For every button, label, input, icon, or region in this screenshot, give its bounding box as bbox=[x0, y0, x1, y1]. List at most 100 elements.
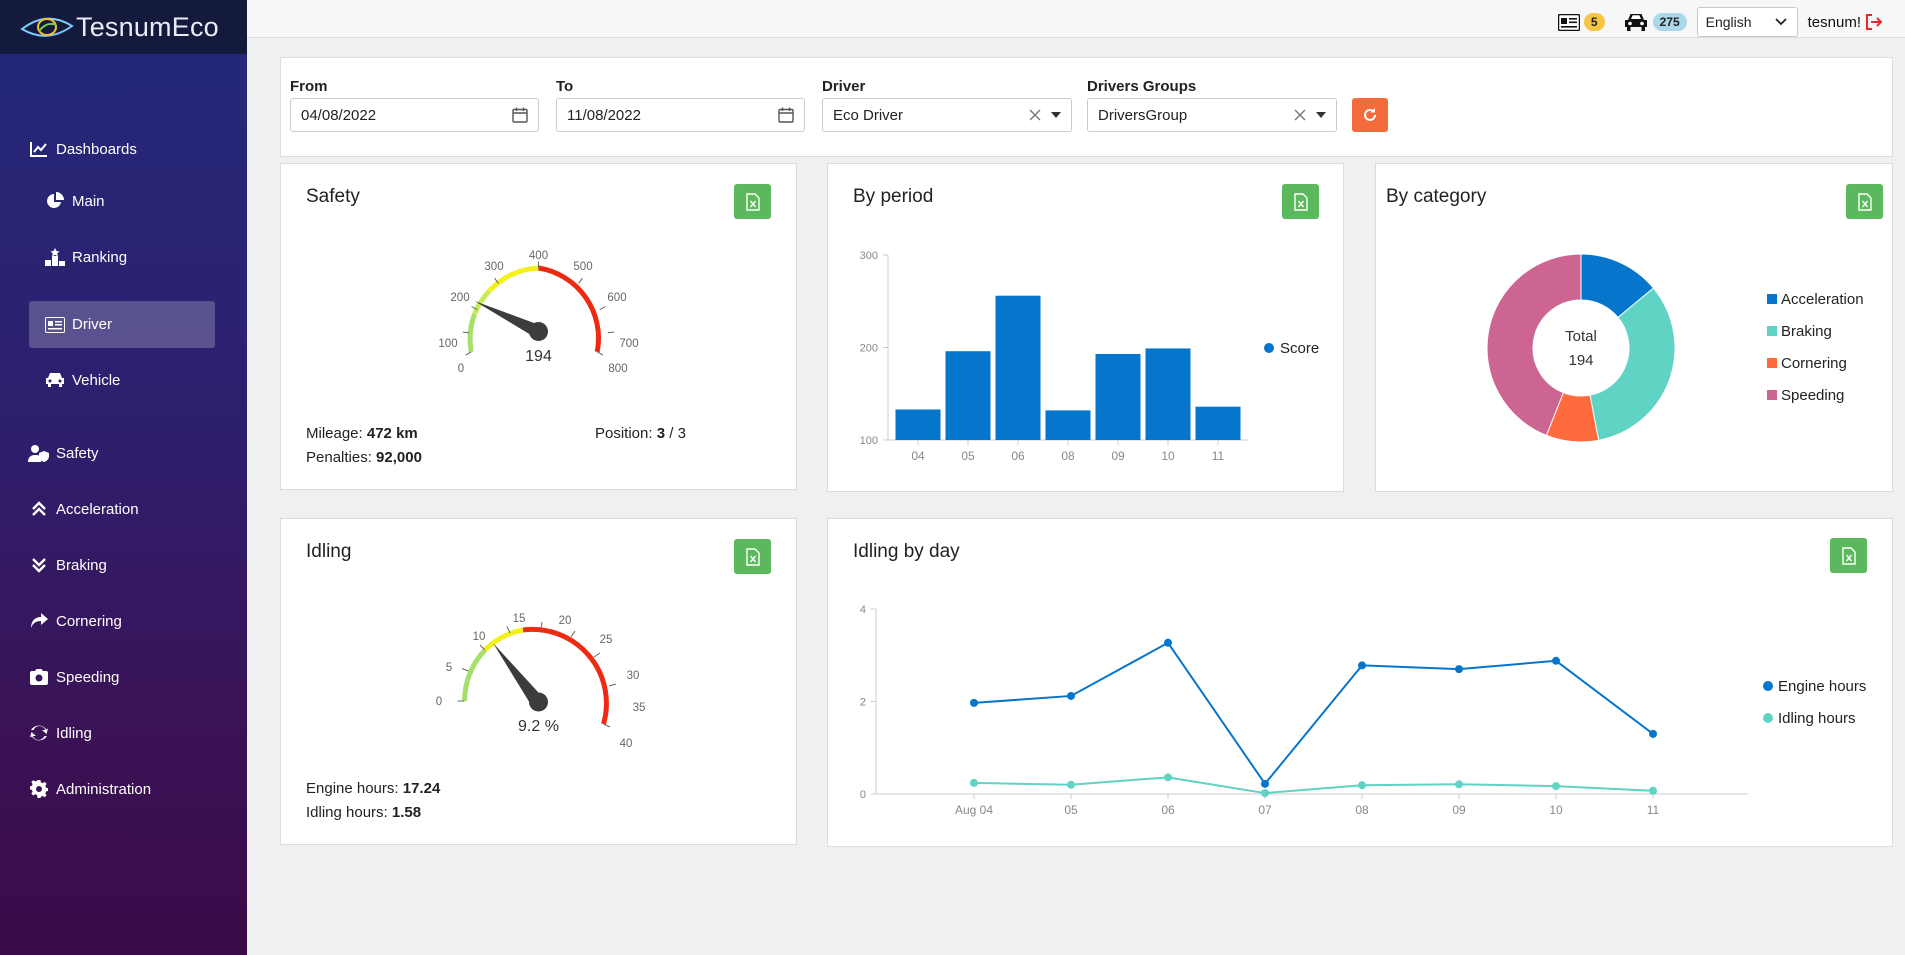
car-icon[interactable] bbox=[1623, 13, 1649, 31]
chevron-down-icon bbox=[1775, 18, 1787, 26]
logout-icon[interactable] bbox=[1865, 14, 1883, 30]
topbar-right: 5 275 English tesnum! bbox=[1557, 7, 1883, 37]
donut-center-value: 194 bbox=[1568, 352, 1593, 369]
bar bbox=[895, 409, 941, 440]
to-label: To bbox=[556, 78, 574, 95]
x-tick-label: 04 bbox=[911, 449, 925, 463]
driver-label: Driver bbox=[822, 78, 866, 95]
sidebar-item-ranking[interactable]: Ranking bbox=[0, 232, 247, 282]
language-select[interactable]: English bbox=[1696, 7, 1798, 37]
gear-icon bbox=[28, 779, 50, 799]
by-category-title: By category bbox=[1386, 186, 1487, 207]
x-tick-label: 06 bbox=[1161, 803, 1175, 817]
data-point bbox=[970, 698, 978, 707]
gauge-tick-label: 5 bbox=[446, 662, 452, 674]
sidebar-item-acceleration[interactable]: Acceleration bbox=[0, 484, 247, 534]
x-tick-label: 06 bbox=[1011, 449, 1025, 463]
gauge-tick-label: 30 bbox=[627, 670, 640, 682]
gauge-tick-label: 100 bbox=[438, 338, 457, 350]
share-arrow-icon bbox=[28, 611, 50, 631]
gauge-tick-label: 25 bbox=[600, 634, 613, 646]
x-tick-label: 05 bbox=[1064, 803, 1078, 817]
by-category-export-button[interactable] bbox=[1846, 184, 1883, 219]
x-tick-label: 10 bbox=[1549, 803, 1563, 817]
donut-slice-speeding bbox=[1486, 253, 1582, 437]
sidebar-item-cornering[interactable]: Cornering bbox=[0, 596, 247, 646]
gauge-tick-label: 600 bbox=[607, 292, 626, 304]
pie-chart-icon bbox=[44, 191, 66, 211]
x-tick-label: 11 bbox=[1212, 449, 1225, 463]
position-stat: Position: 3 / 3 bbox=[595, 425, 686, 442]
by-category-donut-chart: Total 194 Acceleration Braking Cornering Sp… bbox=[1486, 253, 1864, 443]
sidebar-item-dashboards[interactable]: Dashboards bbox=[0, 124, 247, 174]
excel-file-icon bbox=[745, 547, 760, 566]
donut-slice-braking bbox=[1589, 287, 1676, 441]
x-tick-label: Aug 04 bbox=[955, 803, 993, 817]
by-period-card: By period 100 200 300 04 05 06 08 09 10 11 Score bbox=[827, 163, 1344, 492]
legend-marker-cornering bbox=[1767, 358, 1777, 368]
x-tick-label: 09 bbox=[1452, 803, 1466, 817]
idling-title: Idling bbox=[306, 541, 352, 562]
sidebar-item-driver[interactable]: Driver bbox=[29, 301, 215, 348]
bar bbox=[1095, 353, 1141, 440]
legend-marker-acceleration bbox=[1767, 294, 1777, 304]
y-tick-label: 2 bbox=[860, 697, 866, 709]
caret-down-icon[interactable] bbox=[1316, 112, 1326, 118]
engine-hours-label: Engine hours: bbox=[306, 780, 399, 797]
sidebar-item-vehicle[interactable]: Vehicle bbox=[0, 355, 247, 405]
to-date-input[interactable]: 11/08/2022 bbox=[556, 98, 805, 132]
sidebar-item-label: Driver bbox=[72, 316, 112, 333]
idling-hours-value: 1.58 bbox=[391, 804, 422, 821]
legend-label-braking: Braking bbox=[1781, 323, 1832, 340]
idling-by-day-export-button[interactable] bbox=[1830, 538, 1867, 573]
sidebar-item-administration[interactable]: Administration bbox=[0, 764, 247, 814]
sidebar-item-braking[interactable]: Braking bbox=[0, 540, 247, 590]
engine-hours-stat: Engine hours: 17.24 bbox=[306, 780, 440, 797]
sidebar-item-idling[interactable]: Idling bbox=[0, 708, 247, 758]
sidebar-item-speeding[interactable]: Speeding bbox=[0, 652, 247, 702]
from-date-input[interactable]: 04/08/2022 bbox=[290, 98, 539, 132]
idling-export-button[interactable] bbox=[734, 539, 771, 574]
refresh-button[interactable] bbox=[1352, 98, 1388, 132]
calendar-icon[interactable] bbox=[778, 107, 794, 123]
sidebar-item-label: Braking bbox=[56, 556, 107, 574]
y-tick-label: 300 bbox=[860, 250, 878, 262]
x-tick-label: 05 bbox=[961, 449, 975, 463]
drivers-count-badge[interactable]: 5 bbox=[1583, 13, 1605, 31]
safety-gauge-value: 194 bbox=[525, 348, 552, 365]
x-tick-label: 07 bbox=[1258, 803, 1272, 817]
x-tick-label: 11 bbox=[1647, 803, 1660, 817]
drivers-groups-select[interactable]: DriversGroup bbox=[1087, 98, 1337, 132]
id-card-icon bbox=[44, 315, 66, 335]
calendar-icon[interactable] bbox=[512, 107, 528, 123]
clear-icon[interactable] bbox=[1294, 109, 1306, 121]
sidebar-item-safety[interactable]: Safety bbox=[0, 428, 247, 478]
idling-gauge-value: 9.2 % bbox=[518, 718, 559, 735]
id-card-icon[interactable] bbox=[1557, 13, 1580, 31]
caret-down-icon[interactable] bbox=[1051, 112, 1061, 118]
driver-select[interactable]: Eco Driver bbox=[822, 98, 1072, 132]
by-period-export-button[interactable] bbox=[1282, 184, 1319, 219]
gauge-tick-label: 200 bbox=[450, 292, 469, 304]
language-value: English bbox=[1705, 14, 1752, 30]
brand[interactable]: TesnumEco bbox=[0, 0, 247, 54]
topbar: 5 275 English tesnum! bbox=[247, 0, 1905, 38]
data-point bbox=[1261, 779, 1269, 788]
gauge-tick-label: 10 bbox=[473, 631, 486, 643]
y-tick-label: 200 bbox=[860, 343, 878, 355]
mileage-label: Mileage: bbox=[306, 425, 363, 442]
user-name[interactable]: tesnum! bbox=[1807, 13, 1861, 31]
vehicles-count-badge[interactable]: 275 bbox=[1652, 13, 1687, 31]
clear-icon[interactable] bbox=[1029, 109, 1041, 121]
gauge-needle bbox=[474, 301, 544, 337]
gauge-tick-label: 35 bbox=[633, 702, 646, 714]
legend-label-engine-hours: Engine hours bbox=[1778, 678, 1866, 695]
gauge-tick-label: 40 bbox=[620, 738, 633, 750]
sidebar-item-main[interactable]: Main bbox=[0, 176, 247, 226]
drivers-groups-label: Drivers Groups bbox=[1087, 78, 1197, 95]
data-point bbox=[1164, 773, 1172, 782]
legend-marker-braking bbox=[1767, 326, 1777, 336]
eye-logo-icon bbox=[20, 17, 74, 37]
excel-file-icon bbox=[1841, 546, 1856, 565]
safety-export-button[interactable] bbox=[734, 184, 771, 219]
